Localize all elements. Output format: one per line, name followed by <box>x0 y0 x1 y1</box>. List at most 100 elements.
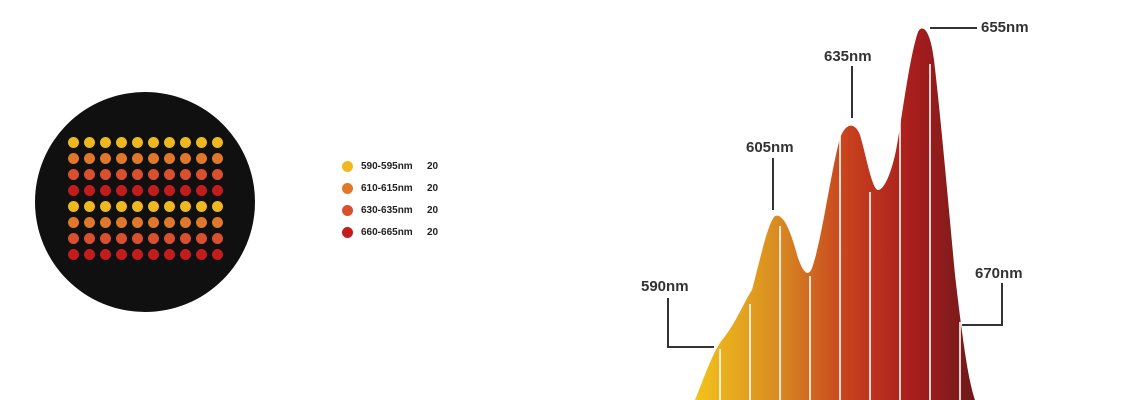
led-dot <box>84 185 95 196</box>
led-dot <box>212 233 223 244</box>
led-dot <box>196 153 207 164</box>
led-dot <box>212 169 223 180</box>
legend-dot <box>342 227 353 238</box>
legend-item: 610-615nm 20 <box>342 182 438 195</box>
led-dot <box>84 169 95 180</box>
led-dot <box>132 249 143 260</box>
led-dot <box>132 217 143 228</box>
legend-label: 660-665nm <box>361 227 413 238</box>
led-dot <box>148 185 159 196</box>
peak-label-670: 670nm <box>975 265 1023 282</box>
led-dot <box>132 201 143 212</box>
led-dot <box>180 137 191 148</box>
legend-item: 630-635nm 20 <box>342 204 438 217</box>
legend-dot <box>342 205 353 216</box>
led-dot <box>100 217 111 228</box>
legend-label: 590-595nm <box>361 161 413 172</box>
led-dot <box>180 201 191 212</box>
legend-item: 590-595nm 20 <box>342 160 438 173</box>
legend-count: 20 <box>427 183 439 194</box>
peak-label-605: 605nm <box>746 139 794 156</box>
legend-count: 20 <box>427 227 439 238</box>
legend: 590-595nm 20 610-615nm 20 630-635nm 20 6… <box>342 160 438 239</box>
led-dot <box>132 137 143 148</box>
led-grid <box>68 137 223 260</box>
led-dot <box>132 233 143 244</box>
led-dot <box>84 249 95 260</box>
led-dot <box>132 185 143 196</box>
legend-count: 20 <box>427 205 439 216</box>
led-dot <box>196 217 207 228</box>
led-dot <box>164 169 175 180</box>
led-dot <box>116 153 127 164</box>
led-dot <box>68 249 79 260</box>
led-dot <box>68 185 79 196</box>
led-dot <box>164 217 175 228</box>
led-dot <box>164 153 175 164</box>
led-dot <box>164 137 175 148</box>
peak-label-655: 655nm <box>981 19 1029 36</box>
legend-dot <box>342 161 353 172</box>
led-dot <box>180 249 191 260</box>
led-dot <box>68 153 79 164</box>
led-dot <box>180 153 191 164</box>
led-dot <box>84 153 95 164</box>
led-dot <box>116 185 127 196</box>
led-dot <box>180 233 191 244</box>
led-dot <box>68 201 79 212</box>
led-dot <box>148 217 159 228</box>
led-dot <box>196 185 207 196</box>
peak-670-leader <box>962 283 1003 326</box>
legend-dot <box>342 183 353 194</box>
led-dot <box>84 233 95 244</box>
led-dot <box>196 249 207 260</box>
led-dot <box>100 137 111 148</box>
led-dot <box>84 217 95 228</box>
led-dot <box>164 233 175 244</box>
led-dot <box>132 169 143 180</box>
legend-label: 610-615nm <box>361 183 413 194</box>
legend-item: 660-665nm 20 <box>342 226 438 239</box>
legend-label: 630-635nm <box>361 205 413 216</box>
led-dot <box>116 233 127 244</box>
led-dot <box>68 217 79 228</box>
led-dot <box>68 137 79 148</box>
led-dot <box>164 185 175 196</box>
spectrum-curve <box>695 28 975 400</box>
led-dot <box>132 153 143 164</box>
led-dot <box>212 249 223 260</box>
led-dot <box>100 233 111 244</box>
peak-label-635: 635nm <box>824 48 872 65</box>
spectrum-stripes <box>719 64 961 400</box>
led-dot <box>148 233 159 244</box>
led-dot <box>148 153 159 164</box>
led-dot <box>180 217 191 228</box>
led-dot <box>196 201 207 212</box>
led-dot <box>100 169 111 180</box>
led-dot <box>116 201 127 212</box>
peak-590-leader <box>667 298 714 348</box>
led-dot <box>100 153 111 164</box>
led-dot <box>148 137 159 148</box>
led-dot <box>148 201 159 212</box>
led-dot <box>100 201 111 212</box>
led-dot <box>116 169 127 180</box>
led-panel <box>35 92 255 312</box>
led-dot <box>148 249 159 260</box>
led-dot <box>116 249 127 260</box>
legend-count: 20 <box>427 161 439 172</box>
led-dot <box>212 137 223 148</box>
led-dot <box>68 169 79 180</box>
led-dot <box>116 137 127 148</box>
led-dot <box>164 249 175 260</box>
led-dot <box>180 169 191 180</box>
led-dot <box>212 217 223 228</box>
led-dot <box>84 201 95 212</box>
led-dot <box>148 169 159 180</box>
led-dot <box>84 137 95 148</box>
led-dot <box>100 185 111 196</box>
led-dot <box>212 201 223 212</box>
peak-label-590: 590nm <box>641 278 689 295</box>
led-dot <box>212 153 223 164</box>
